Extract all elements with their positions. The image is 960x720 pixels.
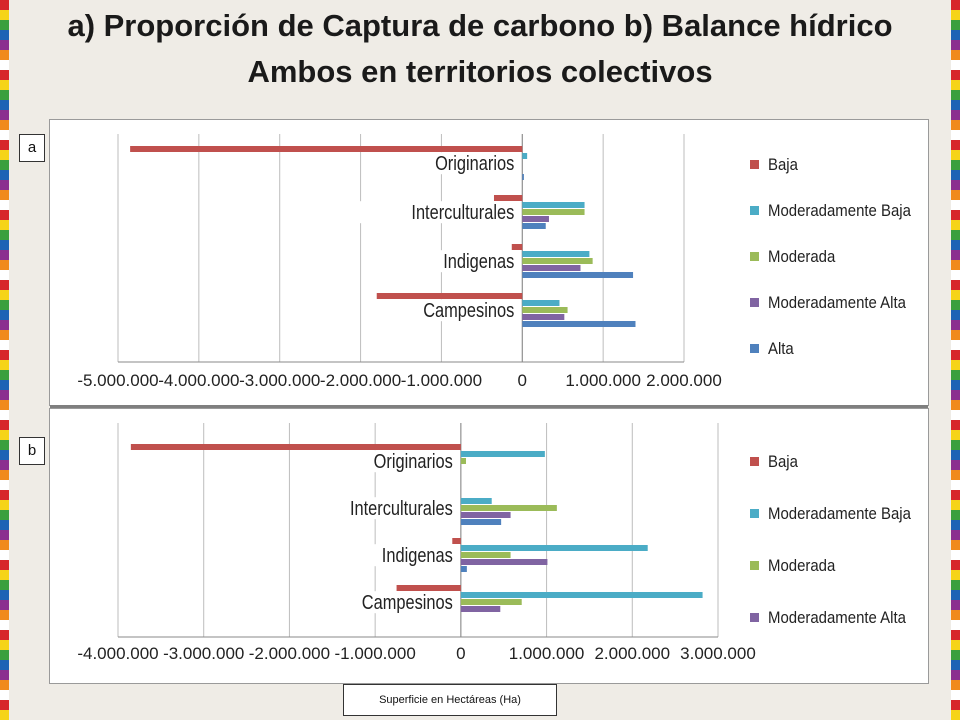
panel-b-tag: b — [19, 437, 45, 465]
category-label-backing — [296, 497, 455, 520]
legend-swatch-baja — [750, 160, 759, 169]
bar-interculturales-moderadamente-alta — [522, 216, 549, 222]
chart-panel-a: -5.000.000 -4.000.000 -3.000.000 -2.000.000… — [50, 120, 928, 405]
x-tick-label: -4.000.000 — [77, 644, 158, 663]
left-decorative-stripe — [0, 0, 9, 720]
legend-swatch-baja — [750, 457, 759, 466]
category-label-interculturales: Interculturales — [411, 201, 514, 224]
x-tick-label: -4.000.000 — [158, 371, 239, 390]
x-tick-label: -3.000.000 — [163, 644, 244, 663]
bar-originarios-baja — [130, 146, 523, 152]
legend-swatch-moderadamente-baja — [750, 206, 759, 215]
category-label-interculturales: Interculturales — [350, 497, 453, 520]
x-tick-label: 2.000.000 — [646, 371, 722, 390]
legend-swatch-moderadamente-baja — [750, 509, 759, 518]
bar-indigenas-baja — [452, 538, 461, 544]
bar-originarios-alta — [522, 174, 524, 180]
axis-unit-note: Superficie en Hectáreas (Ha) — [343, 684, 557, 716]
legend-swatch-moderadamente-alta — [750, 298, 759, 307]
category-label-indigenas: Indigenas — [443, 250, 514, 273]
bar-campesinos-moderadamente-baja — [522, 300, 560, 306]
bar-interculturales-baja — [493, 195, 523, 201]
bar-indigenas-alta — [460, 566, 467, 572]
legend-label-alta: Alta — [768, 340, 794, 358]
category-label-campesinos: Campesinos — [423, 299, 514, 322]
category-label-backing — [418, 250, 517, 273]
bar-campesinos-moderada — [522, 307, 568, 313]
bar-campesinos-moderadamente-alta — [460, 606, 501, 612]
chart-a-svg: -5.000.000 -4.000.000 -3.000.000 -2.000.000… — [77, 134, 911, 390]
bar-campesinos-moderadamente-baja — [460, 592, 703, 598]
legend-label-moderada: Moderada — [768, 557, 835, 575]
bar-interculturales-alta — [522, 223, 546, 229]
bar-originarios-moderadamente-baja — [460, 451, 545, 457]
bar-indigenas-moderadamente-alta — [460, 559, 548, 565]
category-label-backing — [346, 591, 455, 614]
slide-title-line2: Ambos en territorios colectivos — [247, 54, 713, 89]
bar-originarios-moderadamente-baja — [522, 153, 528, 159]
bar-interculturales-moderada — [522, 209, 585, 215]
legend-label-moderadamente-baja: Moderadamente Baja — [768, 505, 911, 523]
legend-swatch-alta — [750, 344, 759, 353]
bar-campesinos-baja — [396, 585, 461, 591]
category-label-backing — [356, 544, 455, 567]
legend-label-moderada: Moderada — [768, 248, 835, 266]
bar-campesinos-moderadamente-alta — [522, 314, 565, 320]
slide-title-line1: a) Proporción de Captura de carbono b) B… — [67, 8, 893, 43]
legend-swatch-moderada — [750, 252, 759, 261]
legend-label-baja: Baja — [768, 453, 798, 471]
x-tick-label: -1.000.000 — [401, 371, 482, 390]
chart-panel-b: -4.000.000 -3.000.000 -2.000.000 -1.000.000… — [50, 409, 928, 683]
x-tick-label: 1.000.000 — [565, 371, 641, 390]
bar-interculturales-moderadamente-alta — [460, 512, 511, 518]
legend-label-moderadamente-alta: Moderadamente Alta — [768, 294, 906, 312]
category-label-originarios: Originarios — [435, 152, 514, 175]
bar-interculturales-moderada — [460, 505, 557, 511]
bar-interculturales-alta — [460, 519, 502, 525]
x-tick-label: 0 — [518, 371, 527, 390]
x-tick-label: -5.000.000 — [77, 371, 158, 390]
x-tick-label: -2.000.000 — [249, 644, 330, 663]
bar-indigenas-moderadamente-alta — [522, 265, 581, 271]
x-tick-label: 2.000.000 — [594, 644, 670, 663]
bar-indigenas-baja — [511, 244, 523, 250]
bar-indigenas-moderada — [460, 552, 511, 558]
category-label-indigenas: Indigenas — [382, 544, 453, 567]
right-decorative-stripe — [951, 0, 960, 720]
x-tick-label: -2.000.000 — [320, 371, 401, 390]
bar-interculturales-moderadamente-baja — [460, 498, 492, 504]
category-label-backing — [408, 299, 517, 322]
bar-campesinos-alta — [522, 321, 636, 327]
x-tick-label: 1.000.000 — [509, 644, 585, 663]
legend-swatch-moderadamente-alta — [750, 613, 759, 622]
legend-swatch-moderada — [750, 561, 759, 570]
bar-campesinos-moderada — [460, 599, 522, 605]
bar-indigenas-moderadamente-baja — [460, 545, 648, 551]
x-tick-label: -3.000.000 — [239, 371, 320, 390]
bar-indigenas-moderada — [522, 258, 593, 264]
panel-separator — [50, 405, 928, 409]
x-tick-label: 0 — [456, 644, 465, 663]
legend-label-baja: Baja — [768, 156, 798, 174]
bar-indigenas-moderadamente-baja — [522, 251, 590, 257]
x-tick-label: 3.000.000 — [680, 644, 756, 663]
category-label-backing — [358, 201, 517, 224]
bar-indigenas-alta — [522, 272, 634, 278]
category-label-backing — [398, 152, 517, 175]
bar-interculturales-moderadamente-baja — [522, 202, 585, 208]
panel-a-tag: a — [19, 134, 45, 162]
bar-originarios-moderada — [460, 458, 466, 464]
legend-label-moderadamente-baja: Moderadamente Baja — [768, 202, 911, 220]
category-label-originarios: Originarios — [374, 450, 453, 473]
chart-b-svg: -4.000.000 -3.000.000 -2.000.000 -1.000.000… — [77, 423, 911, 663]
category-label-backing — [336, 450, 455, 473]
category-label-campesinos: Campesinos — [362, 591, 453, 614]
legend-label-moderadamente-alta: Moderadamente Alta — [768, 609, 906, 627]
x-tick-label: -1.000.000 — [334, 644, 415, 663]
bar-originarios-baja — [130, 444, 461, 450]
bar-campesinos-baja — [376, 293, 523, 299]
